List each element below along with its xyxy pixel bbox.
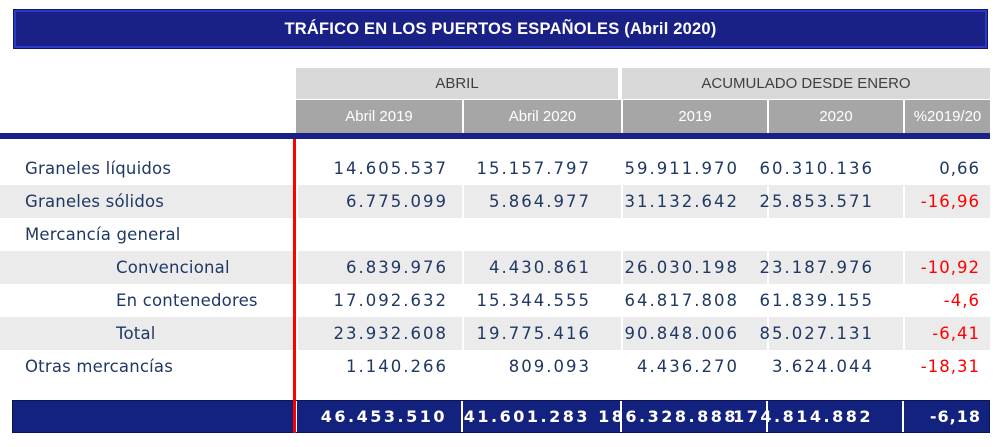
cell-abril-2019: 23.932.608 [296,317,462,350]
cell-pct: 0,66 [903,152,990,185]
column-header-abril-2019: Abril 2019 [296,100,462,133]
cell-abril-2020: 809.093 [462,350,621,383]
cell-acum-2019: 26.030.198 [621,251,767,284]
row-label: Mercancía general [25,225,181,244]
cell-abril-2020: 19.775.416 [462,317,621,350]
cell-acum-2020: 25.853.571 [760,185,903,218]
total-abril-2020: 41.601.283 [461,401,620,432]
cell-acum-2020: 3.624.044 [767,350,903,383]
table-row-mercancia-general: Mercancía general [0,218,990,251]
cell-abril-2020: 5.864.977 [462,185,621,218]
header-label-spacer [0,100,296,133]
row-label: Otras mercancías [25,357,174,376]
cell-acum-2019: 31.132.642 [621,185,767,218]
header-group-row: ABRIL ACUMULADO DESDE ENERO [0,68,990,99]
column-header-2020: 2020 [767,100,903,133]
red-divider-line [293,139,296,433]
table-row-en-contenedores: En contenedores 17.092.632 15.344.555 64… [0,284,990,317]
grand-total-row: 46.453.510 41.601.283 186.328.888 174.81… [12,400,990,433]
cell-acum-2019: 90.848.006 [621,317,767,350]
table-row-total-mercancia: Total 23.932.608 19.775.416 90.848.006 8… [0,317,990,350]
title-bar: TRÁFICO EN LOS PUERTOS ESPAÑOLES (Abril … [13,9,988,49]
cell-acum-2020: 85.027.131 [760,317,903,350]
cell-abril-2020: 15.344.555 [462,284,621,317]
column-header-abril-2020: Abril 2020 [462,100,621,133]
cell-abril-2019: 17.092.632 [296,284,462,317]
cell-acum-2020: 60.310.136 [760,152,903,185]
table-row-graneles-liquidos: Graneles líquidos 14.605.537 15.157.797 … [0,152,990,185]
cell-acum-2020: 61.839.155 [760,284,903,317]
header-columns-row: Abril 2019 Abril 2020 2019 2020 %2019/20 [0,100,990,133]
cell-abril-2019: 14.605.537 [296,152,462,185]
cell-abril-2019: 1.140.266 [296,350,462,383]
cell-abril-2020: 15.157.797 [462,152,621,185]
cell-abril-2019: 6.775.099 [296,185,462,218]
cell-pct [903,218,990,251]
row-label: Total [116,324,156,343]
total-acum-2019: 186.328.888 [598,401,766,432]
row-label: Graneles sólidos [25,192,165,211]
total-pct: -6,18 [902,401,989,432]
row-label: Graneles líquidos [25,159,172,178]
cell-acum-2019: 4.436.270 [621,350,767,383]
cell-abril-2019 [296,218,462,251]
cell-pct: -4,6 [903,284,990,317]
cell-pct: -6,41 [903,317,990,350]
total-acum-2020: 174.814.882 [733,401,902,432]
table-row-convencional: Convencional 6.839.976 4.430.861 26.030.… [0,251,990,284]
cell-acum-2019: 64.817.808 [621,284,767,317]
cell-pct: -10,92 [903,251,990,284]
page-title: TRÁFICO EN LOS PUERTOS ESPAÑOLES (Abril … [284,19,717,38]
total-row-label-spacer [13,401,295,432]
header-group-abril: ABRIL [296,68,618,99]
row-label: En contenedores [116,291,258,310]
header-group-acumulado: ACUMULADO DESDE ENERO [618,68,990,99]
row-label: Convencional [116,258,230,277]
column-header-pct: %2019/20 [903,100,990,133]
total-abril-2019: 46.453.510 [295,401,461,432]
header-divider-line [0,133,990,139]
table-row-otras-mercancias: Otras mercancías 1.140.266 809.093 4.436… [0,350,990,383]
cell-abril-2020 [462,218,621,251]
header-label-spacer [0,68,296,99]
cell-abril-2020: 4.430.861 [462,251,621,284]
cell-pct: -18,31 [903,350,990,383]
column-header-2019: 2019 [621,100,767,133]
table-row-graneles-solidos: Graneles sólidos 6.775.099 5.864.977 31.… [0,185,990,218]
cell-acum-2019 [621,218,767,251]
cell-acum-2019: 59.911.970 [621,152,767,185]
cell-abril-2019: 6.839.976 [296,251,462,284]
cell-pct: -16,96 [903,185,990,218]
table-body: Graneles líquidos 14.605.537 15.157.797 … [0,152,990,383]
cell-acum-2020 [767,218,903,251]
cell-acum-2020: 23.187.976 [760,251,903,284]
